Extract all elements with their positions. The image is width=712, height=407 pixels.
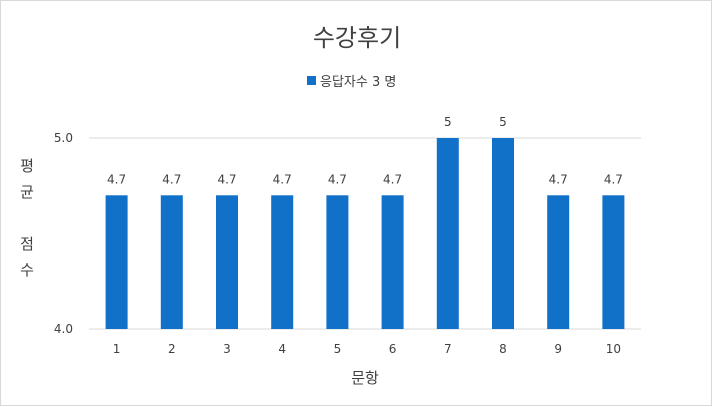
bar — [326, 195, 349, 329]
x-tick-label: 9 — [554, 342, 562, 356]
data-label: 4.7 — [273, 172, 292, 186]
x-tick-label: 8 — [499, 342, 507, 356]
data-label: 4.7 — [383, 172, 402, 186]
data-label: 5 — [444, 115, 452, 129]
y-tick-label: 5.0 — [54, 131, 73, 145]
x-axis-title: 문항 — [351, 369, 379, 387]
y-axis-ticks: 4.0 5.0 — [54, 131, 73, 336]
chart-title: 수강후기 — [313, 24, 401, 52]
x-tick-label: 2 — [168, 342, 176, 356]
x-tick-label: 3 — [223, 342, 231, 356]
bar — [436, 138, 459, 329]
data-label: 4.7 — [162, 172, 181, 186]
y-tick-label: 4.0 — [54, 322, 73, 336]
y-axis-title-char: 점 — [20, 235, 34, 253]
y-axis-title-char: 균 — [20, 183, 34, 201]
bar — [216, 195, 238, 329]
bar — [160, 195, 183, 329]
y-axis-title-char: 평 — [20, 157, 34, 175]
data-label: 4.7 — [328, 172, 347, 186]
bars — [105, 138, 625, 329]
data-label: 4.7 — [217, 172, 236, 186]
x-tick-label: 4 — [278, 342, 286, 356]
data-label: 4.7 — [107, 172, 126, 186]
legend-label: 응답자수 3 명 — [320, 75, 396, 90]
bar — [105, 195, 128, 329]
y-axis-title-char: 수 — [20, 261, 34, 279]
x-tick-label: 6 — [389, 342, 397, 356]
bar — [547, 195, 570, 329]
x-tick-label: 7 — [444, 342, 452, 356]
bar — [381, 195, 404, 329]
data-label: 4.7 — [549, 172, 568, 186]
x-tick-label: 1 — [113, 342, 121, 356]
x-tick-label: 5 — [334, 342, 342, 356]
bar — [271, 195, 294, 329]
legend-swatch — [307, 76, 316, 85]
data-labels: 4.7 4.7 4.7 4.7 4.7 4.7 5 5 4.7 4.7 — [107, 115, 623, 186]
x-tick-label: 10 — [606, 342, 621, 356]
data-label: 4.7 — [604, 172, 623, 186]
bar — [492, 138, 514, 329]
legend: 응답자수 3 명 — [307, 75, 396, 90]
bar — [602, 195, 625, 329]
data-label: 5 — [499, 115, 507, 129]
x-axis-ticks: 1 2 3 4 5 6 7 8 9 10 — [113, 342, 621, 356]
